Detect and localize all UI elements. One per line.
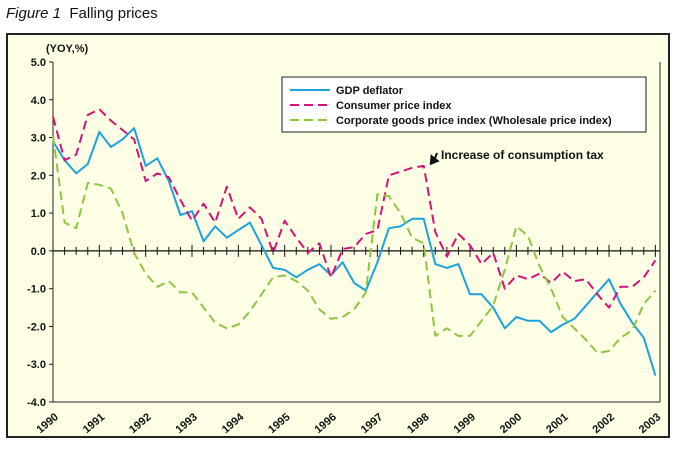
x-tick-label: 2000 — [498, 411, 524, 436]
figure-caption: Figure 1 Falling prices — [6, 5, 158, 22]
annotation-text: Increase of consumption tax — [441, 148, 604, 162]
x-tick-label: 2002 — [590, 411, 616, 436]
chart-frame: 5.0 4.0 3.0 2.0 1.0 0.0 -1.0 -2.0 -3.0 -4.0 1990 1… — [6, 33, 670, 438]
legend-items: GDP deflator Consumer price index Corporat… — [290, 85, 612, 127]
y-tick-label: -3.0 — [27, 359, 46, 371]
series-line-1 — [52, 127, 657, 376]
y-tick-label: 4.0 — [31, 95, 46, 107]
legend-label-2: Consumer price index — [336, 100, 452, 112]
legend-label-3: Corporate goods price index (Wholesale p… — [336, 115, 612, 127]
y-tick-label: 2.0 — [31, 170, 46, 182]
x-tick-label: 1996 — [312, 411, 338, 436]
annotation-layer: Increase of consumption tax — [429, 148, 604, 166]
y-axis-ticks: 5.0 4.0 3.0 2.0 1.0 0.0 -1.0 -2.0 -3.0 -4.0 — [27, 57, 53, 409]
x-tick-label: 1998 — [405, 411, 431, 436]
legend: GDP deflator Consumer price index Corporat… — [281, 76, 647, 133]
y-tick-label: -4.0 — [27, 397, 46, 409]
y-tick-label: -1.0 — [27, 284, 46, 296]
series-line-3 — [52, 135, 657, 354]
x-tick-label: 2001 — [544, 411, 570, 436]
series-line-2 — [52, 108, 657, 309]
series-layer — [52, 108, 657, 376]
x-tick-label: 1992 — [127, 411, 153, 436]
y-axis-title: (YOY,%) — [46, 43, 89, 55]
legend-box — [281, 76, 647, 133]
y-tick-label: 1.0 — [31, 208, 46, 220]
y-tick-label: 3.0 — [31, 133, 46, 145]
x-tick-label: 1997 — [359, 411, 385, 436]
y-tick-label: -2.0 — [27, 321, 46, 333]
x-tick-label: 1995 — [266, 411, 292, 436]
annotation-arrowhead — [429, 154, 440, 166]
x-tick-label: 2003 — [637, 411, 663, 436]
x-tick-label: 1999 — [451, 411, 477, 436]
x-tick-label: 1993 — [173, 411, 199, 436]
figure-title: Falling prices — [69, 5, 158, 22]
y-tick-label: 5.0 — [31, 57, 46, 69]
x-tick-label: 1994 — [220, 411, 247, 436]
y-tick-label: 0.0 — [31, 246, 46, 258]
figure-label: Figure 1 — [6, 5, 62, 22]
line-chart: 5.0 4.0 3.0 2.0 1.0 0.0 -1.0 -2.0 -3.0 -4.0 1990 1… — [27, 43, 663, 436]
legend-label-1: GDP deflator — [336, 85, 404, 97]
x-tick-label: 1990 — [34, 411, 60, 436]
x-tick-label: 1991 — [81, 411, 107, 436]
